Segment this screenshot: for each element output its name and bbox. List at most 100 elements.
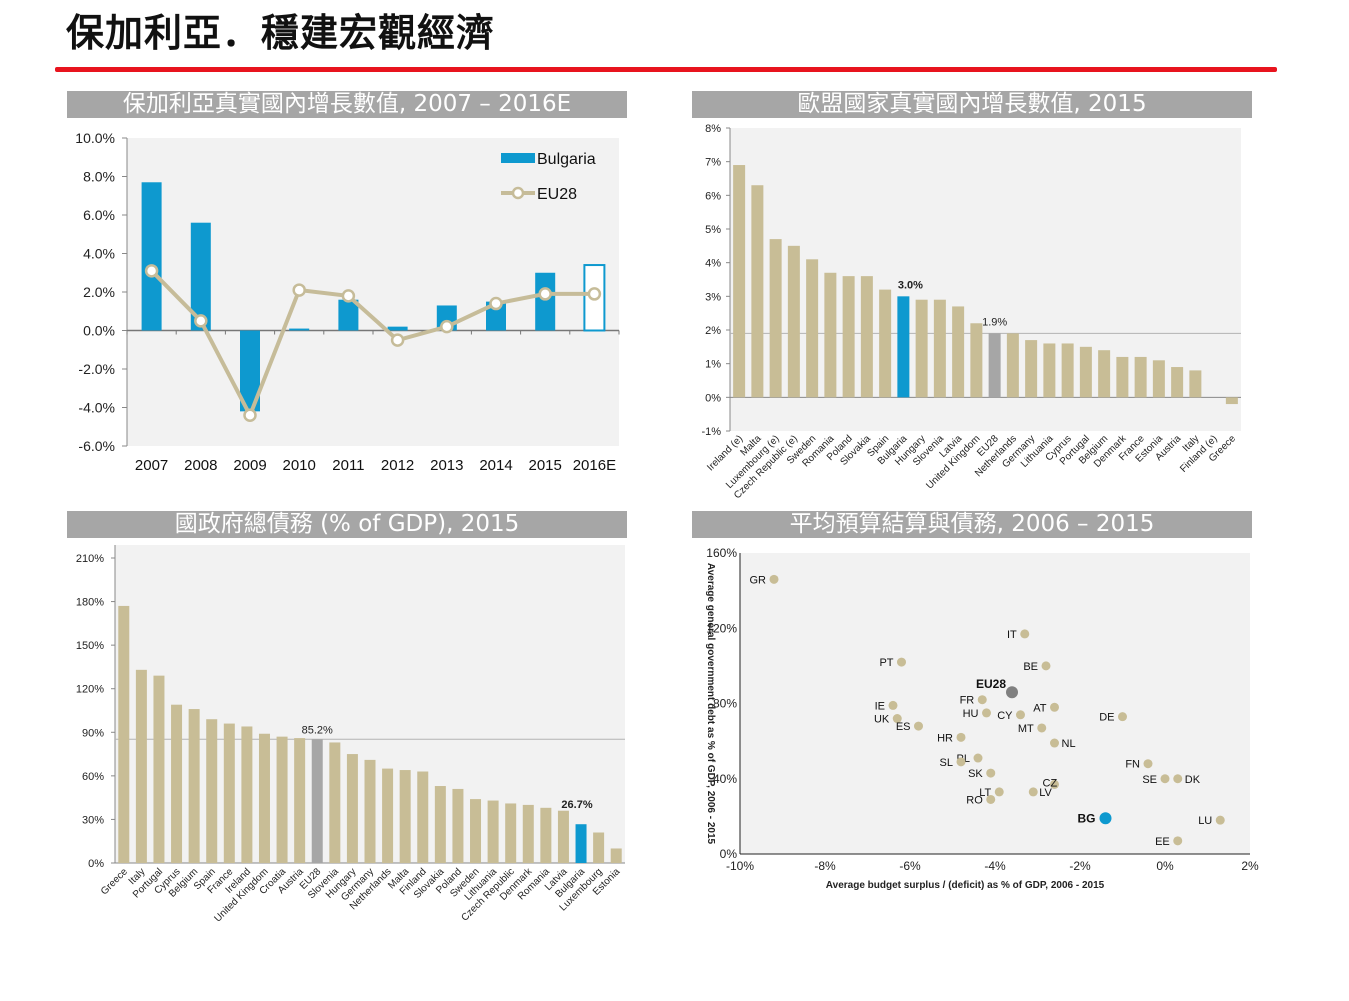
bar-united-kingdom [970,323,983,398]
eu28-point-2010 [292,283,306,297]
bar-2015 [535,272,556,331]
point-fr [977,695,987,705]
x-tick-label: -6% [899,859,921,873]
point-hr [956,732,966,742]
value-label-eu28: 85.2% [302,724,333,736]
x-tick-label: 2% [1241,859,1259,873]
y-tick-label: 120% [706,621,737,635]
bar-malta [399,770,411,863]
point-label-cy: CY [997,710,1013,722]
eu28-point-2008 [194,314,208,328]
point-label-gr: GR [750,574,767,586]
point-label-be: BE [1023,661,1038,673]
point-lt [994,787,1004,797]
y-tick-label: 0.0% [83,323,115,339]
title-rule [55,67,1277,72]
bar-france [223,723,235,863]
x-tick-label: Greece [99,866,130,897]
bar-portugal [1079,346,1092,398]
panel-title-eu-growth: 歐盟國家真實國內增長數值, 2015 [692,91,1252,118]
bar-spain [879,289,892,398]
point-es [914,721,923,731]
point-label-pt: PT [879,657,893,669]
x-tick-label: 2008 [184,457,217,474]
y-tick-label: 2% [705,325,721,337]
panel-title-scatter: 平均預算結算與債務, 2006 – 2015 [692,511,1252,538]
y-tick-label: 6.0% [83,207,115,223]
x-tick-label: 2013 [430,457,463,474]
x-tick-label: 2015 [529,457,562,474]
bar-greece [1225,397,1238,405]
point-label-mt: MT [1018,723,1034,735]
bar-united-kingdom [258,733,270,863]
y-tick-label: -2.0% [78,361,115,377]
bar-estonia [1152,360,1165,398]
legend-marker-eu28 [511,186,525,200]
y-tick-label: 8.0% [83,169,115,185]
point-cy [1016,710,1025,720]
point-label-uk: UK [874,714,890,726]
x-tick-label: 0% [1156,859,1174,873]
y-tick-label: 4.0% [83,246,115,262]
point-ro [986,794,996,804]
x-tick-label: 2016E [573,457,616,474]
y-tick-label: 40% [713,772,737,786]
y-tick-label: -4.0% [78,400,115,416]
point-be [1041,661,1051,671]
bar-2012 [387,326,408,331]
point-label-cz: CZ [1043,777,1058,789]
panel-title-debt: 國政府總債務 (% of GDP), 2015 [67,511,627,538]
bar-hungary [346,754,358,863]
bg-growth-chart: 10.0% 8.0% 6.0% 4.0% 2.0% 0.0% -2.0% -4.0% -6.0%… [75,130,620,474]
point-label-ee: EE [1155,836,1170,848]
bar-netherlands [1006,333,1019,398]
bar-romania [540,807,552,863]
bar-sweden [806,259,819,398]
bar-latvia [557,810,569,863]
point-label-es: ES [896,721,911,733]
x-tick-label: -2% [1069,859,1091,873]
point-it [1020,629,1030,639]
bar-slovenia [933,299,946,398]
bar-cyprus [1061,343,1074,398]
bar-poland [842,276,855,398]
bar-belgium [188,709,200,863]
bar-austria [1171,367,1184,398]
point-sk [986,768,996,778]
bar-italy [135,669,147,863]
legend-label-bulgaria: Bulgaria [537,151,596,168]
y-tick-label: -1% [701,426,721,438]
bar-belgium [1098,350,1111,398]
bar-2010 [289,328,310,331]
point-cz [1050,779,1059,789]
point-sl [956,757,966,767]
bar-slovakia [434,786,446,863]
y-axis-title: Average general government debt as % of … [705,563,716,845]
bar-croatia [276,736,288,863]
bar-bulgaria [575,824,587,863]
point-label-ie: IE [875,700,885,712]
point-label-fn: FN [1125,759,1140,771]
point-lu [1215,815,1225,825]
budget-debt-scatter: 160%120%80%40%0%-10% -8% -6% -4% -2% 0% 2%Aver… [705,546,1259,891]
point-label-bg: BG [1078,811,1096,825]
value-label-bulgaria: 3.0% [898,279,923,291]
eu28-point-2007 [144,264,159,278]
bar-ireland-e [733,165,746,398]
point-label-se: SE [1142,774,1157,786]
bar-luxembourg-e [769,239,782,398]
point-uk [892,714,902,724]
x-tick-label: 2014 [479,457,512,474]
point-label-lu: LU [1198,815,1212,827]
point-fn [1143,759,1153,769]
bar-lithuania [1043,343,1056,398]
x-tick-label: 2011 [332,457,364,474]
bar-2007 [141,182,162,331]
panel-title-bg-growth: 保加利亞真實國內增長數值, 2007 – 2016E [67,91,627,118]
eu28-point-2012 [390,333,405,347]
bar-bulgaria [897,296,910,398]
x-tick-label: -4% [984,859,1006,873]
bar-slovakia [860,276,873,398]
point-label-hu: HU [963,708,979,720]
x-axis-title: Average budget surplus / (deficit) as % … [826,880,1105,891]
